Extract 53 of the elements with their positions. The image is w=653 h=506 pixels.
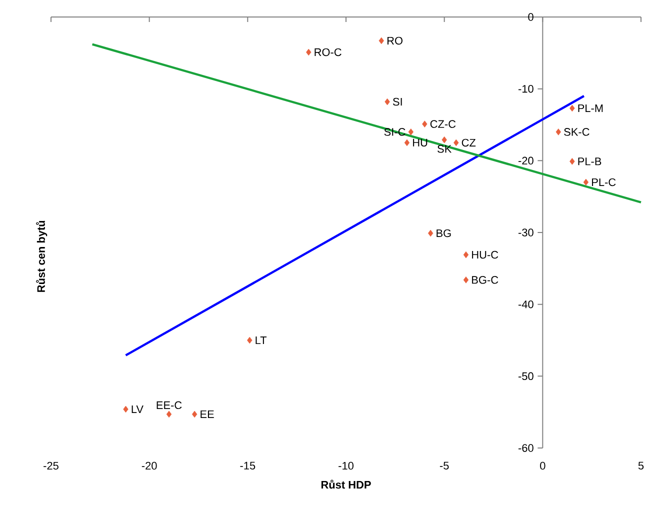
- point: [192, 410, 198, 418]
- point: [463, 251, 469, 258]
- point: [306, 48, 312, 56]
- annotation: SK: [438, 145, 452, 153]
- annotation: BG: [436, 229, 451, 238]
- annotation: EE-C: [156, 401, 182, 410]
- point: [404, 139, 410, 146]
- point: [570, 104, 575, 112]
- point: [583, 178, 589, 186]
- point: [422, 120, 428, 128]
- annotation: LV: [132, 405, 144, 413]
- annotation: LT: [256, 336, 267, 344]
- x-tick-label: -20: [142, 462, 157, 470]
- x-tick-label: -25: [44, 462, 58, 470]
- annotation: PL-C: [592, 178, 616, 186]
- y-tick-label: -20: [518, 156, 534, 165]
- point: [428, 230, 434, 237]
- point: [570, 158, 575, 165]
- x-tick-label: -15: [240, 462, 256, 470]
- x-tick-label: 0: [540, 462, 546, 470]
- point: [442, 136, 447, 144]
- y-axis-title: Růst cen bytů: [36, 220, 48, 292]
- point: [247, 336, 252, 344]
- y-tick-label: -50: [518, 372, 534, 380]
- x-tick-label: -5: [440, 462, 449, 470]
- point: [556, 128, 561, 136]
- annotation: SK-C: [564, 128, 590, 136]
- annotation: EE: [200, 410, 214, 418]
- y-tick-label: -30: [518, 228, 534, 236]
- annotation: PL-M: [578, 104, 603, 112]
- point: [166, 410, 172, 418]
- annotation: PL-B: [578, 158, 602, 166]
- x-tick-label: 5: [638, 462, 644, 470]
- point: [408, 128, 414, 136]
- y-tick-label: -60: [518, 444, 534, 452]
- annotation: SI: [392, 98, 402, 106]
- point: [454, 139, 459, 146]
- x-tick-label: -10: [338, 462, 354, 470]
- annotation: CZ: [462, 138, 476, 147]
- y-tick-label: 0: [528, 13, 534, 21]
- annotation: BG-C: [472, 276, 498, 284]
- y-tick-label: -10: [518, 84, 534, 93]
- annotation: HU-C: [472, 250, 498, 259]
- y-tick-label: -40: [518, 300, 534, 308]
- annotation: CZ-C: [430, 120, 456, 128]
- annotation: RO: [387, 36, 402, 45]
- x-axis-title: Růst HDP: [321, 480, 371, 489]
- annotation: HU: [413, 138, 428, 147]
- point: [463, 276, 469, 284]
- point: [123, 406, 128, 413]
- point: [384, 98, 390, 106]
- annotation: RO-C: [314, 48, 342, 56]
- point: [378, 37, 384, 44]
